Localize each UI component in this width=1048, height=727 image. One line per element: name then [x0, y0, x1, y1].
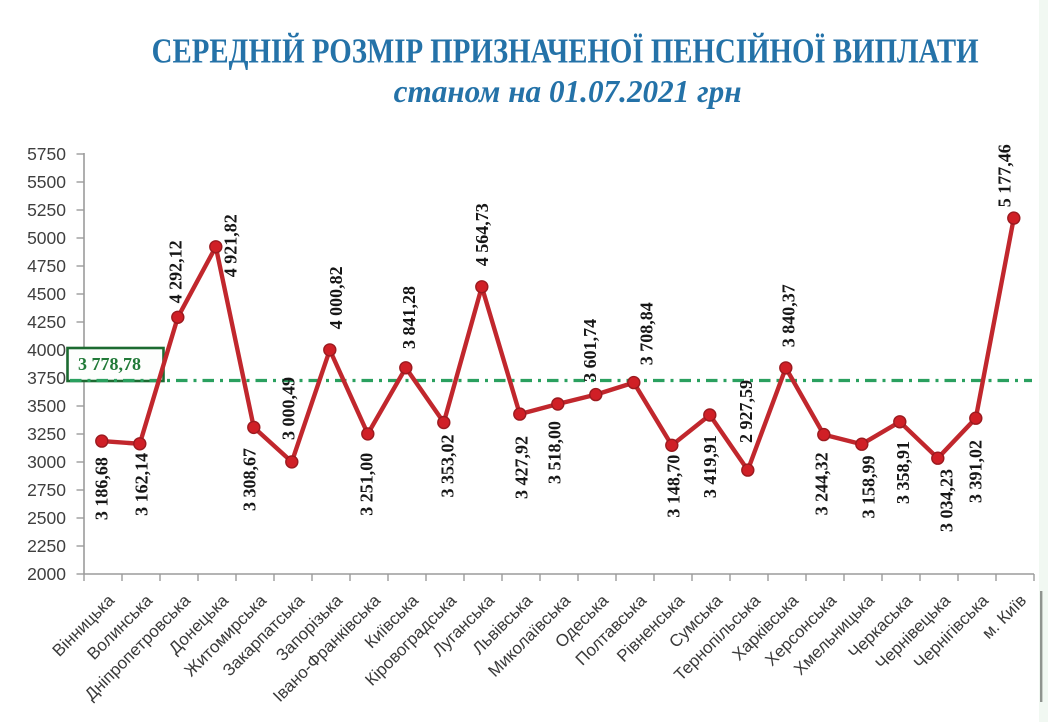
svg-text:3 358,91: 3 358,91	[893, 441, 913, 504]
svg-text:4000: 4000	[27, 340, 66, 360]
svg-text:4750: 4750	[27, 256, 66, 276]
svg-text:5250: 5250	[27, 200, 66, 220]
svg-text:3000: 3000	[27, 452, 66, 472]
svg-text:3 353,02: 3 353,02	[437, 435, 457, 498]
svg-text:2500: 2500	[27, 508, 66, 528]
svg-text:3 778,78: 3 778,78	[78, 354, 141, 374]
svg-text:3 840,37: 3 840,37	[779, 284, 799, 347]
svg-text:СЕРЕДНІЙ РОЗМІР ПРИЗНАЧЕНОЇ ПЕ: СЕРЕДНІЙ РОЗМІР ПРИЗНАЧЕНОЇ ПЕНСІЙНОЇ ВИ…	[152, 31, 979, 70]
svg-text:3 244,32: 3 244,32	[812, 452, 832, 515]
svg-text:4 292,12: 4 292,12	[166, 240, 186, 303]
svg-text:3 308,67: 3 308,67	[240, 448, 260, 511]
svg-text:3 419,91: 3 419,91	[700, 435, 720, 498]
svg-text:3750: 3750	[27, 368, 66, 388]
svg-text:3500: 3500	[27, 396, 66, 416]
svg-text:3 148,70: 3 148,70	[664, 455, 684, 518]
svg-text:3 601,74: 3 601,74	[580, 319, 600, 382]
svg-text:3 391,02: 3 391,02	[966, 440, 986, 503]
svg-text:5500: 5500	[27, 172, 66, 192]
svg-text:4500: 4500	[27, 284, 66, 304]
svg-text:4250: 4250	[27, 312, 66, 332]
svg-text:станом на 01.07.2021 грн: станом на 01.07.2021 грн	[394, 74, 742, 109]
svg-text:4 564,73: 4 564,73	[472, 203, 492, 266]
svg-text:3 841,28: 3 841,28	[399, 286, 419, 349]
svg-text:3 158,99: 3 158,99	[859, 456, 879, 519]
svg-text:3 518,00: 3 518,00	[545, 421, 565, 484]
svg-text:5 177,46: 5 177,46	[994, 144, 1014, 207]
svg-text:4 000,82: 4 000,82	[326, 266, 346, 329]
svg-text:5000: 5000	[27, 228, 66, 248]
svg-text:3250: 3250	[27, 424, 66, 444]
svg-text:3 708,84: 3 708,84	[637, 302, 657, 365]
svg-text:3 427,92: 3 427,92	[512, 436, 532, 499]
svg-text:5750: 5750	[27, 144, 66, 164]
svg-text:3 034,23: 3 034,23	[937, 469, 957, 532]
svg-text:2750: 2750	[27, 480, 66, 500]
svg-text:4 921,82: 4 921,82	[221, 214, 241, 277]
svg-text:2 927,59: 2 927,59	[736, 380, 756, 443]
svg-text:3 000,49: 3 000,49	[279, 377, 299, 440]
svg-text:3 162,14: 3 162,14	[131, 453, 151, 516]
svg-text:2000: 2000	[27, 564, 66, 584]
svg-text:3 251,00: 3 251,00	[357, 453, 377, 516]
svg-text:2250: 2250	[27, 536, 66, 556]
svg-text:3 186,68: 3 186,68	[91, 457, 111, 520]
